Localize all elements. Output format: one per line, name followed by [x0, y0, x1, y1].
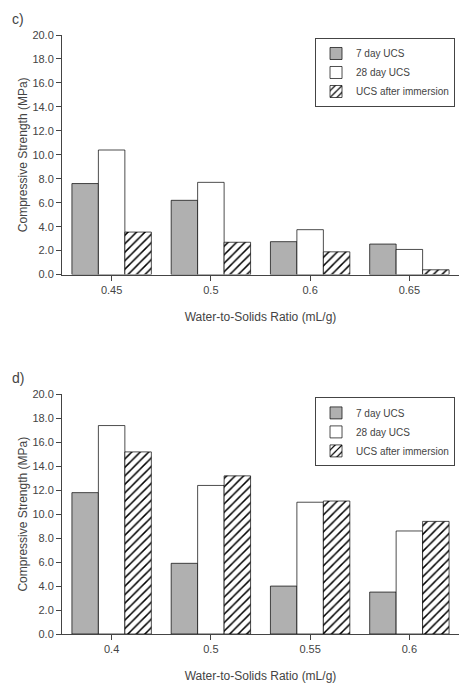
svg-text:16.0: 16.0 [32, 436, 53, 448]
svg-text:d): d) [12, 370, 24, 386]
svg-text:0.5: 0.5 [203, 643, 218, 655]
svg-text:2.0: 2.0 [39, 604, 54, 616]
svg-text:8.0: 8.0 [39, 173, 54, 185]
svg-text:2.0: 2.0 [39, 244, 54, 256]
svg-text:14.0: 14.0 [32, 460, 53, 472]
svg-text:28 day UCS: 28 day UCS [356, 427, 410, 438]
svg-text:c): c) [12, 11, 24, 27]
svg-text:18.0: 18.0 [32, 412, 53, 424]
svg-text:UCS after immersion: UCS after immersion [356, 86, 449, 97]
svg-text:18.0: 18.0 [32, 53, 53, 65]
svg-text:0.6: 0.6 [402, 643, 417, 655]
svg-text:4.0: 4.0 [39, 221, 54, 233]
svg-text:Compressive Strength (MPa): Compressive Strength (MPa) [16, 77, 30, 232]
svg-text:UCS after immersion: UCS after immersion [356, 446, 449, 457]
svg-text:0.65: 0.65 [399, 284, 420, 296]
svg-text:7 day UCS: 7 day UCS [356, 48, 405, 59]
svg-text:10.0: 10.0 [32, 508, 53, 520]
svg-text:10.0: 10.0 [32, 149, 53, 161]
svg-text:20.0: 20.0 [32, 388, 53, 400]
svg-text:12.0: 12.0 [32, 484, 53, 496]
svg-text:0.5: 0.5 [203, 284, 218, 296]
svg-text:28 day UCS: 28 day UCS [356, 67, 410, 78]
svg-text:8.0: 8.0 [39, 532, 54, 544]
svg-text:0.0: 0.0 [39, 268, 54, 280]
svg-text:0.45: 0.45 [101, 284, 122, 296]
svg-text:Compressive Strength (MPa): Compressive Strength (MPa) [16, 437, 30, 592]
svg-text:0.55: 0.55 [299, 643, 320, 655]
svg-text:16.0: 16.0 [32, 77, 53, 89]
svg-text:0.6: 0.6 [302, 284, 317, 296]
svg-text:12.0: 12.0 [32, 125, 53, 137]
svg-text:14.0: 14.0 [32, 101, 53, 113]
svg-text:6.0: 6.0 [39, 197, 54, 209]
svg-text:7 day UCS: 7 day UCS [356, 408, 405, 419]
svg-text:6.0: 6.0 [39, 556, 54, 568]
svg-text:Water-to-Solids Ratio (mL/g): Water-to-Solids Ratio (mL/g) [185, 669, 337, 683]
svg-text:4.0: 4.0 [39, 580, 54, 592]
svg-text:0.4: 0.4 [104, 643, 119, 655]
svg-text:0.0: 0.0 [39, 628, 54, 640]
svg-text:Water-to-Solids Ratio (mL/g): Water-to-Solids Ratio (mL/g) [185, 310, 337, 324]
svg-text:20.0: 20.0 [32, 29, 53, 41]
